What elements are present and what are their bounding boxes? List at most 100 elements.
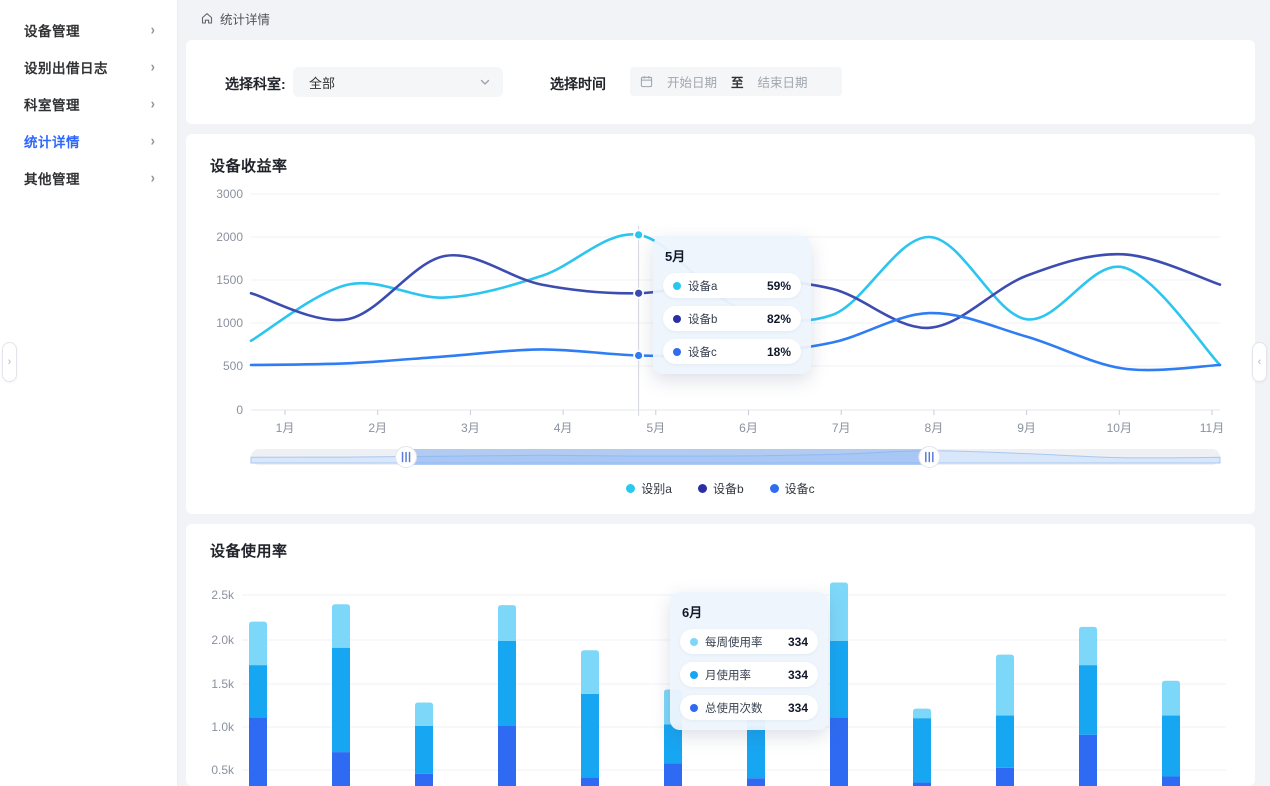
datazoom-selected-range[interactable] bbox=[406, 449, 930, 465]
bar-10月[interactable] bbox=[996, 654, 1014, 786]
bar-segment-总使用次数[interactable] bbox=[498, 726, 516, 786]
tooltip-row: 月使用率 334 bbox=[680, 662, 818, 687]
sidebar-item-label: 设备管理 bbox=[24, 23, 80, 39]
bar-segment-每周使用率[interactable] bbox=[249, 621, 267, 666]
usage-chart-title: 设备使用率 bbox=[210, 543, 288, 560]
bar-9月[interactable] bbox=[913, 708, 931, 786]
bar-segment-每周使用率[interactable] bbox=[415, 702, 433, 726]
series-dot-icon bbox=[673, 281, 681, 290]
bar-3月[interactable] bbox=[415, 702, 433, 786]
chevron-right-icon: › bbox=[150, 58, 155, 75]
bar-segment-月使用率[interactable] bbox=[747, 726, 765, 779]
tooltip-series-value: 334 bbox=[787, 667, 808, 682]
bar-segment-总使用次数[interactable] bbox=[1079, 734, 1097, 786]
chevron-right-icon: › bbox=[150, 169, 155, 186]
bar-12月[interactable] bbox=[1162, 680, 1180, 786]
collapse-right-button[interactable]: ‹ bbox=[1252, 342, 1267, 382]
bar-segment-总使用次数[interactable] bbox=[996, 767, 1014, 786]
revenue-chart-legend: 设别a 设备b 设备c bbox=[186, 480, 1255, 497]
bar-segment-总使用次数[interactable] bbox=[913, 782, 931, 786]
bar-segment-月使用率[interactable] bbox=[415, 726, 433, 774]
bar-2月[interactable] bbox=[332, 604, 350, 786]
hover-dot-设备a bbox=[633, 229, 645, 241]
main-content: 统计详情 选择科室: 全部 选择时间 开始日期 至 结束日期 bbox=[178, 0, 1270, 786]
bar-segment-总使用次数[interactable] bbox=[249, 717, 267, 786]
usage-chart-card: 设备使用率 2.5k 2.0k 1.5k 1.0k 0.5k 6月 每周使用率 334 月使… bbox=[186, 524, 1255, 786]
sidebar-item-4[interactable]: 其他管理 › bbox=[0, 159, 177, 196]
bar-segment-月使用率[interactable] bbox=[1162, 715, 1180, 777]
department-select[interactable]: 全部 bbox=[293, 67, 503, 97]
datazoom-handle-right[interactable] bbox=[918, 446, 941, 468]
bar-segment-每周使用率[interactable] bbox=[332, 604, 350, 648]
y-axis-label: 1.5k bbox=[211, 677, 235, 691]
x-axis-label: 11月 bbox=[1200, 421, 1224, 435]
bar-8月[interactable] bbox=[830, 582, 848, 786]
bar-segment-每周使用率[interactable] bbox=[498, 605, 516, 641]
datazoom-handle-left[interactable] bbox=[395, 446, 418, 468]
x-axis-label: 7月 bbox=[832, 421, 851, 435]
sidebar-item-2[interactable]: 科室管理 › bbox=[0, 85, 177, 122]
end-date-input[interactable]: 结束日期 bbox=[757, 76, 808, 90]
bar-segment-每周使用率[interactable] bbox=[830, 582, 848, 641]
bar-segment-总使用次数[interactable] bbox=[747, 778, 765, 786]
tooltip-series-name: 总使用次数 bbox=[705, 702, 763, 715]
bar-segment-月使用率[interactable] bbox=[581, 693, 599, 778]
bar-segment-月使用率[interactable] bbox=[664, 724, 682, 764]
x-axis-label: 10月 bbox=[1107, 421, 1132, 435]
series-dot-icon bbox=[690, 670, 698, 679]
bar-segment-每周使用率[interactable] bbox=[996, 654, 1014, 716]
sidebar-item-3[interactable]: 统计详情 › bbox=[0, 122, 177, 159]
chevron-down-icon bbox=[480, 79, 490, 85]
legend-item-设备c[interactable]: 设备c bbox=[769, 480, 815, 497]
series-dot-icon bbox=[673, 347, 681, 356]
bar-4月[interactable] bbox=[498, 605, 516, 786]
sidebar-item-1[interactable]: 设别出借日志 › bbox=[0, 48, 177, 85]
bar-segment-每周使用率[interactable] bbox=[1162, 680, 1180, 716]
x-axis-label: 8月 bbox=[925, 421, 944, 435]
date-range-picker[interactable]: 开始日期 至 结束日期 bbox=[630, 67, 842, 96]
tooltip-series-name: 月使用率 bbox=[705, 669, 751, 682]
bar-segment-总使用次数[interactable] bbox=[1162, 776, 1180, 786]
tooltip-series-name: 每周使用率 bbox=[705, 636, 763, 649]
y-axis-label: 0.5k bbox=[211, 763, 235, 777]
bar-segment-总使用次数[interactable] bbox=[830, 717, 848, 786]
bar-5月[interactable] bbox=[581, 650, 599, 786]
legend-item-设别a[interactable]: 设别a bbox=[626, 480, 672, 497]
hover-dot-设备c bbox=[633, 350, 645, 361]
sidebar: 设备管理 › 设别出借日志 › 科室管理 › 统计详情 › 其他管理 › bbox=[0, 0, 178, 786]
sidebar-item-label: 统计详情 bbox=[24, 134, 80, 150]
legend-item-设备b[interactable]: 设备b bbox=[697, 480, 744, 497]
legend-dot-icon bbox=[697, 484, 707, 493]
tooltip-series-value: 18% bbox=[766, 344, 791, 359]
bar-segment-每周使用率[interactable] bbox=[581, 650, 599, 694]
sidebar-item-label: 设别出借日志 bbox=[24, 60, 108, 76]
legend-label: 设备b bbox=[712, 482, 744, 496]
bar-segment-总使用次数[interactable] bbox=[581, 777, 599, 786]
bar-segment-总使用次数[interactable] bbox=[332, 752, 350, 786]
revenue-chart-card: 设备收益率 3000 2000 1500 1000 500 0 1月 2月 3月 4月 5月 6月 7月… bbox=[186, 134, 1255, 514]
bar-segment-月使用率[interactable] bbox=[249, 665, 267, 718]
start-date-input[interactable]: 开始日期 bbox=[666, 76, 717, 90]
sidebar-item-label: 科室管理 bbox=[24, 97, 80, 113]
bar-segment-月使用率[interactable] bbox=[332, 647, 350, 753]
y-axis-label: 2.0k bbox=[211, 633, 235, 647]
x-axis-label: 5月 bbox=[646, 421, 665, 435]
sidebar-item-0[interactable]: 设备管理 › bbox=[0, 11, 177, 48]
tooltip-row: 每周使用率 334 bbox=[680, 629, 818, 654]
bar-segment-月使用率[interactable] bbox=[1079, 665, 1097, 735]
bar-segment-每周使用率[interactable] bbox=[1079, 626, 1097, 666]
collapse-left-button[interactable]: › bbox=[2, 342, 17, 382]
bar-segment-月使用率[interactable] bbox=[830, 640, 848, 718]
bar-segment-月使用率[interactable] bbox=[498, 640, 516, 726]
bar-11月[interactable] bbox=[1079, 626, 1097, 786]
bar-segment-每周使用率[interactable] bbox=[913, 708, 931, 719]
x-axis-label: 9月 bbox=[1017, 421, 1036, 435]
x-axis-label: 1月 bbox=[276, 421, 295, 435]
legend-label: 设别a bbox=[641, 482, 672, 496]
bar-1月[interactable] bbox=[249, 621, 267, 786]
bar-segment-月使用率[interactable] bbox=[913, 718, 931, 783]
bar-segment-月使用率[interactable] bbox=[996, 715, 1014, 768]
legend-dot-icon bbox=[769, 484, 779, 493]
bar-segment-总使用次数[interactable] bbox=[415, 773, 433, 786]
bar-segment-总使用次数[interactable] bbox=[664, 763, 682, 786]
